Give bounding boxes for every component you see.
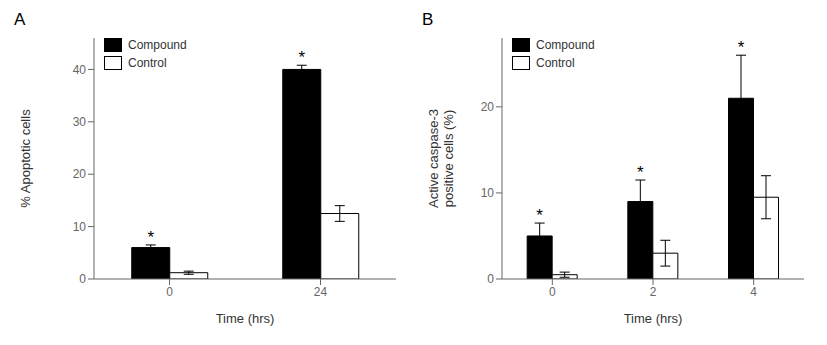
svg-text:40: 40 — [73, 63, 87, 77]
svg-text:0: 0 — [549, 285, 556, 299]
svg-text:24: 24 — [314, 285, 328, 299]
svg-text:Time (hrs): Time (hrs) — [624, 311, 683, 326]
svg-text:30: 30 — [73, 115, 87, 129]
svg-text:10: 10 — [73, 220, 87, 234]
html-text:Control: Control — [536, 56, 575, 70]
svg-text:20: 20 — [73, 167, 87, 181]
svg-text:*: * — [637, 163, 644, 182]
html-text:Control: Control — [128, 56, 167, 70]
svg-text:*: * — [147, 228, 154, 247]
svg-text:Time (hrs): Time (hrs) — [216, 311, 275, 326]
svg-text:0: 0 — [487, 272, 494, 286]
svg-text:% Apoptotic cells: % Apoptotic cells — [18, 109, 33, 208]
html-text:A: A — [14, 10, 26, 29]
svg-text:0: 0 — [79, 272, 86, 286]
svg-text:positive cells (%): positive cells (%) — [441, 110, 456, 208]
svg-text:2: 2 — [650, 285, 657, 299]
svg-text:*: * — [738, 38, 745, 57]
html-text:B: B — [422, 10, 434, 29]
svg-text:Active caspase-3: Active caspase-3 — [426, 109, 441, 208]
html-text:Compound: Compound — [536, 38, 595, 52]
svg-text:*: * — [536, 206, 543, 225]
svg-text:0: 0 — [166, 285, 173, 299]
svg-text:20: 20 — [481, 100, 495, 114]
html-text:Compound: Compound — [128, 38, 187, 52]
svg-text:*: * — [298, 48, 305, 67]
svg-text:10: 10 — [481, 186, 495, 200]
svg-text:4: 4 — [750, 285, 757, 299]
